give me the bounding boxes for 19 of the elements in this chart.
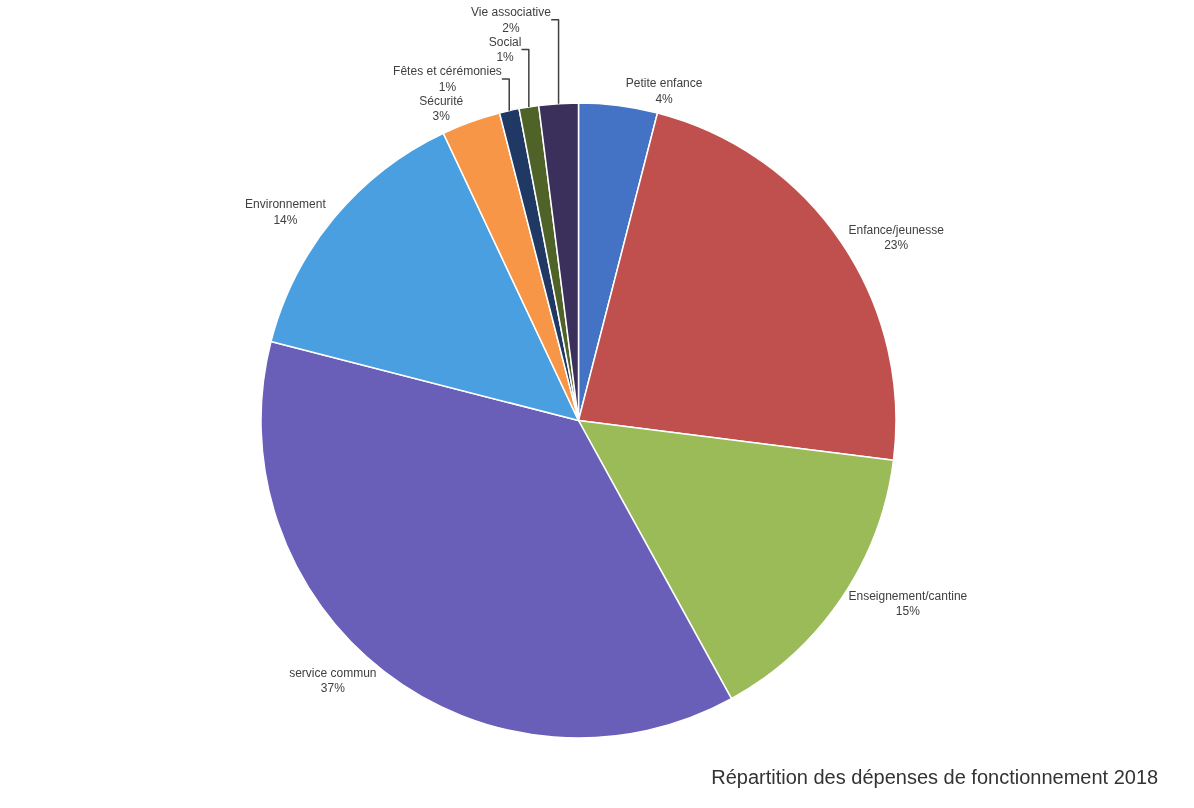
slice-label: Petite enfance	[625, 76, 703, 91]
data-label: 15%	[895, 604, 921, 619]
slice-label: Sécurité	[419, 93, 464, 108]
data-label: 37%	[320, 681, 346, 696]
data-label: 4%	[655, 91, 674, 106]
slice-label: Social	[488, 34, 522, 49]
slice-label: Vie associative	[471, 5, 552, 20]
slice-label: service commun	[289, 665, 377, 680]
slice-label: Enfance/jeunesse	[848, 222, 945, 237]
slice-label: Enseignement/cantine	[848, 588, 968, 603]
data-label: 1%	[496, 50, 515, 65]
data-label: 23%	[884, 238, 909, 253]
text: Répartition des dépenses de fonctionnement 2018	[711, 765, 1159, 788]
data-label: 3%	[432, 109, 451, 124]
data-label: 14%	[273, 212, 298, 227]
slice-label: Fêtes et cérémonies	[393, 64, 502, 79]
data-label: 1%	[438, 79, 457, 94]
slice-label: Environnement	[245, 197, 327, 212]
data-label: 2%	[502, 20, 520, 35]
